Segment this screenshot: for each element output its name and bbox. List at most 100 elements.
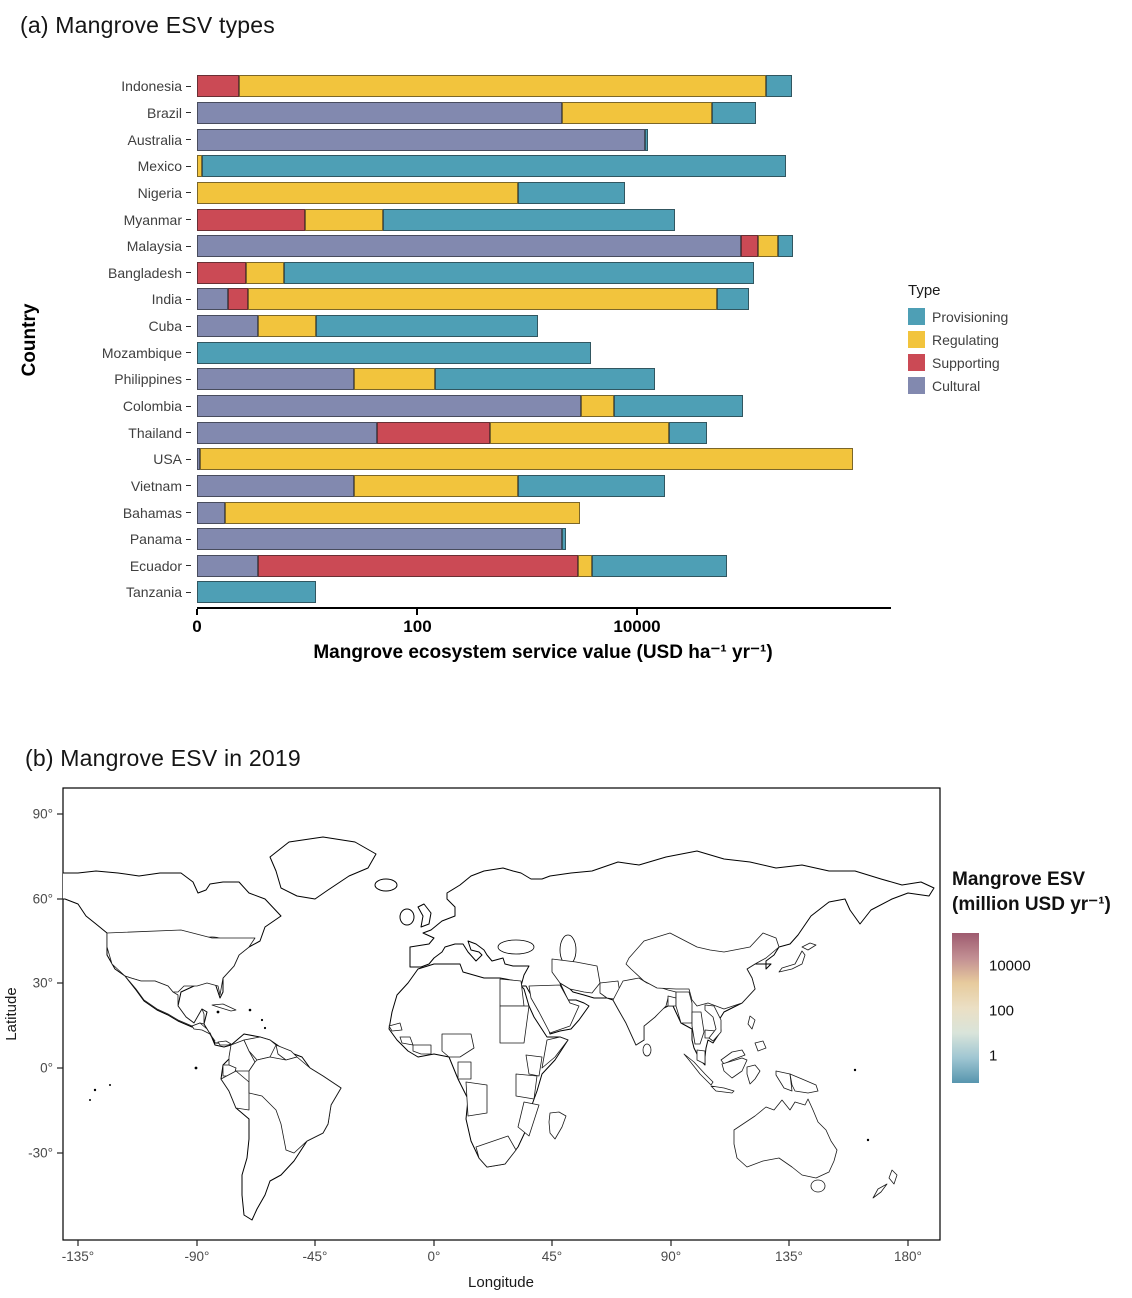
country-label: Malaysia	[126, 238, 182, 255]
y-tick-mark	[186, 591, 191, 593]
bar-row: Bahamas	[0, 499, 900, 526]
bar-segment-provisioning	[716, 288, 750, 311]
y-tick-mark	[186, 325, 191, 327]
bar-segment-cultural	[197, 235, 742, 258]
bar-row: Ecuador	[0, 553, 900, 580]
bar-segment-cultural	[197, 101, 563, 124]
bar-segment-regulating	[197, 181, 518, 204]
region-egypt	[499, 978, 525, 1007]
bar-row: Australia	[0, 126, 900, 153]
island-speck	[109, 1084, 111, 1086]
y-tick-mark	[186, 85, 191, 87]
y-tick-mark	[186, 245, 191, 247]
region-central-america	[191, 1022, 216, 1042]
region-china	[625, 932, 780, 1010]
island-speck	[263, 1026, 267, 1030]
bar-track	[197, 128, 890, 151]
region-hokkaido	[801, 942, 817, 951]
y-tick-mark	[186, 165, 191, 167]
map-y-tick-label: -30°	[28, 1146, 53, 1161]
y-tick-mark	[186, 112, 191, 114]
x-axis-line	[197, 607, 891, 609]
region-peru	[220, 1070, 250, 1111]
country-label: Australia	[127, 131, 182, 148]
cultural-swatch	[908, 377, 925, 394]
country-label: Ecuador	[129, 557, 182, 574]
region-west-papua	[775, 1070, 793, 1092]
x-tick-label: 0	[192, 617, 202, 636]
region-ivory-ghana	[412, 1044, 432, 1055]
bar-segment-supporting	[741, 235, 759, 258]
bar-track	[197, 288, 890, 311]
region-mindanao	[754, 1040, 767, 1052]
bar-segment-provisioning	[517, 474, 666, 497]
region-cuba	[211, 1003, 237, 1012]
bar-segment-provisioning	[711, 101, 757, 124]
provisioning-swatch	[908, 308, 925, 325]
bar-segment-regulating	[225, 501, 580, 524]
type-legend-items: Provisioning Regulating Supporting Cultural	[908, 308, 1008, 394]
region-sulawesi	[746, 1064, 761, 1085]
bar-segment-cultural	[197, 421, 377, 444]
type-legend-item: Provisioning	[908, 308, 1008, 325]
bar-track	[197, 235, 890, 258]
bar-segment-cultural	[197, 315, 259, 338]
region-nigeria-cameroon	[441, 1033, 475, 1058]
island-speck	[216, 1010, 220, 1014]
bar-row: Nigeria	[0, 180, 900, 207]
bar-segment-regulating	[354, 474, 518, 497]
region-somalia	[541, 1036, 569, 1069]
colorbar-tick-label: 100	[989, 1002, 1015, 1020]
region-madagascar	[548, 1111, 567, 1140]
country-label: Philippines	[114, 371, 182, 388]
y-tick-mark	[186, 565, 191, 567]
bar-row: Mozambique	[0, 339, 900, 366]
bar-segment-provisioning	[766, 75, 793, 98]
bar-segment-cultural	[197, 554, 259, 577]
landmass-greenland	[269, 836, 377, 900]
region-bangladesh	[667, 995, 677, 1007]
bar-segment-supporting	[197, 75, 239, 98]
map-x-tick-label: -135°	[62, 1249, 94, 1264]
map-x-tick-label: 180°	[894, 1249, 922, 1264]
country-label: Mexico	[137, 158, 182, 175]
bar-track	[197, 155, 890, 178]
bar-row: Bangladesh	[0, 259, 900, 286]
y-tick-mark	[186, 219, 191, 221]
y-tick-mark	[186, 139, 191, 141]
bar-row: Vietnam	[0, 473, 900, 500]
bar-row: Mexico	[0, 153, 900, 180]
region-mozambique	[517, 1101, 540, 1137]
bar-track	[197, 181, 890, 204]
type-legend-label: Cultural	[932, 377, 981, 394]
map-legend-title: Mangrove ESV	[952, 869, 1086, 890]
region-panama	[217, 1040, 232, 1046]
bar-segment-cultural	[197, 448, 201, 471]
world-map: -135° -90° -45° 0° 45° 90° 135° 180° 90° 60° 30° 0°…	[3, 787, 941, 1291]
y-tick-mark	[186, 432, 191, 434]
bar-row: USA	[0, 446, 900, 473]
y-tick-mark	[186, 378, 191, 380]
bar-segment-cultural	[197, 528, 563, 551]
x-tick-mark	[636, 609, 638, 615]
region-senegal	[388, 1022, 403, 1032]
colorbar-tick-label: 1	[989, 1047, 998, 1065]
bar-track	[197, 208, 890, 231]
region-tasmania	[810, 1179, 826, 1193]
bar-segment-regulating	[758, 235, 779, 258]
bar-track	[197, 448, 890, 471]
region-gabon-congo	[457, 1061, 472, 1080]
bar-segment-provisioning	[562, 528, 566, 551]
colorbar-wrap: 10000 100 1	[952, 933, 1130, 1084]
bar-segment-regulating	[238, 75, 767, 98]
bar-segment-provisioning	[201, 155, 787, 178]
region-iran	[551, 958, 601, 994]
island-speck	[866, 1138, 870, 1142]
y-tick-mark	[186, 352, 191, 354]
bar-row: Myanmar	[0, 206, 900, 233]
bar-segment-cultural	[197, 128, 646, 151]
region-vietnam	[704, 1004, 722, 1042]
country-label: Bahamas	[122, 504, 182, 521]
region-venezuela	[243, 1036, 277, 1061]
country-label: Cuba	[148, 318, 182, 335]
